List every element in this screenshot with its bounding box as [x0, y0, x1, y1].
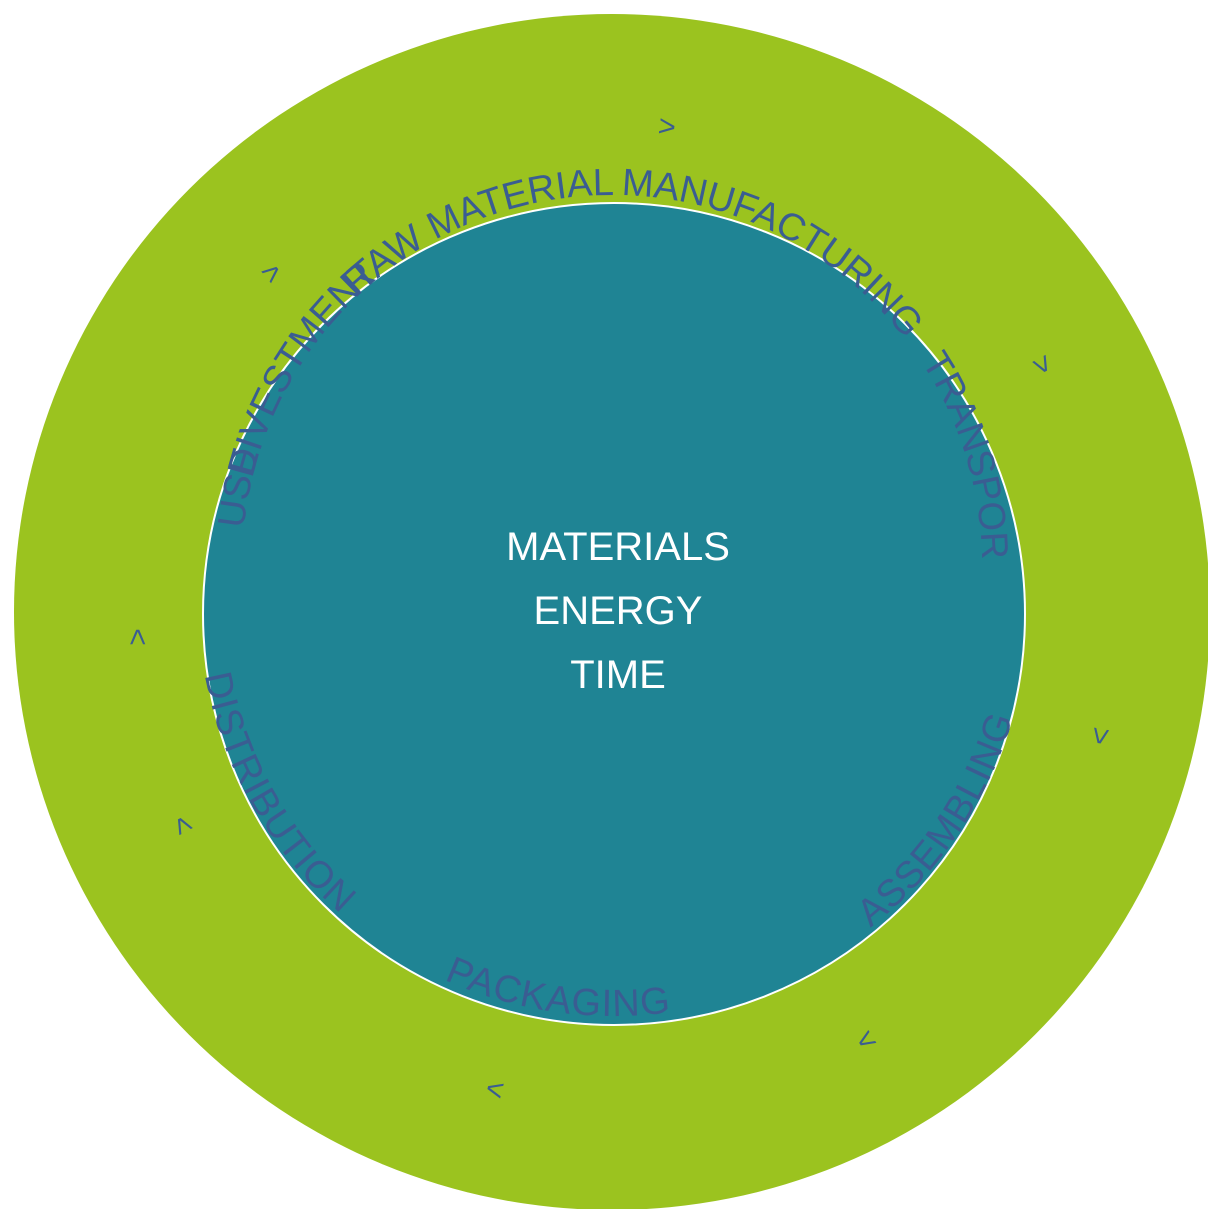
center-label-energy: ENERGY	[534, 589, 703, 633]
center-label-materials: MATERIALS	[506, 525, 730, 569]
center-labels: MATERIALS ENERGY TIME	[506, 525, 730, 697]
stage-arrow-3: >	[1082, 725, 1118, 748]
center-label-time: TIME	[570, 653, 666, 697]
stage-arrow-7: >	[122, 628, 155, 646]
stage-arrow-1: >	[656, 110, 677, 145]
inner-circle	[202, 202, 1026, 1026]
